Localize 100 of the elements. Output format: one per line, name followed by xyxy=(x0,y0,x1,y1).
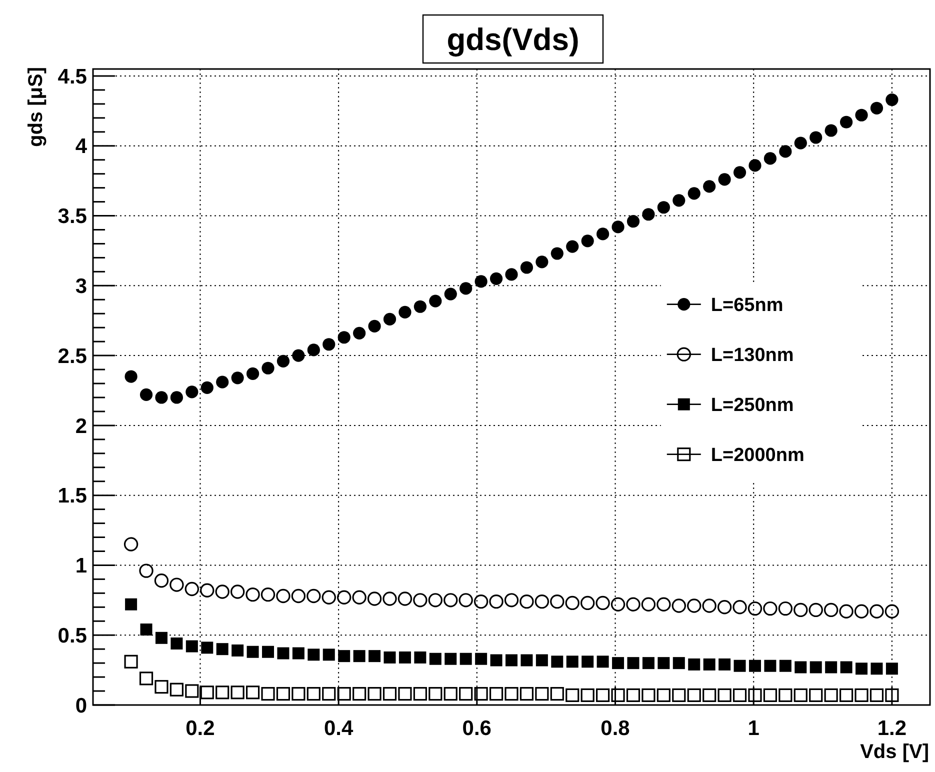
point xyxy=(565,596,580,610)
point xyxy=(717,600,732,614)
point xyxy=(444,687,458,701)
point xyxy=(124,370,138,383)
point xyxy=(489,687,504,701)
point xyxy=(794,661,807,674)
point xyxy=(215,584,230,599)
point xyxy=(170,637,183,650)
point xyxy=(444,652,457,665)
y-tick-label: 2 xyxy=(75,414,87,438)
x-tick-label: 1.2 xyxy=(877,717,907,740)
point xyxy=(886,662,898,675)
point xyxy=(398,592,412,606)
legend-label: L=2000nm xyxy=(710,444,804,466)
point xyxy=(809,688,823,702)
point xyxy=(322,648,335,661)
point xyxy=(688,658,700,670)
point xyxy=(139,564,154,578)
point xyxy=(764,660,776,672)
point xyxy=(884,604,900,618)
point xyxy=(276,354,290,368)
axis-tick: 4.5 xyxy=(58,65,115,88)
point xyxy=(658,657,670,670)
point xyxy=(854,604,869,618)
point xyxy=(474,687,488,701)
point xyxy=(504,593,519,608)
y-tick-label: 4.5 xyxy=(58,65,88,88)
point xyxy=(854,688,868,702)
point xyxy=(232,644,244,656)
point xyxy=(748,660,761,672)
point xyxy=(458,593,473,608)
point xyxy=(140,388,153,401)
point xyxy=(246,686,260,700)
point xyxy=(186,386,198,398)
point xyxy=(732,600,747,614)
point xyxy=(734,660,746,672)
point xyxy=(672,194,686,207)
point xyxy=(292,349,305,362)
point xyxy=(322,590,336,604)
axis-tick: 3 xyxy=(75,275,115,298)
y-tick-label: 1 xyxy=(75,554,88,578)
point xyxy=(536,654,548,666)
x-tick-label: 0.2 xyxy=(186,717,215,740)
point xyxy=(718,173,731,186)
point xyxy=(566,656,578,668)
point xyxy=(428,687,442,701)
point xyxy=(216,376,229,388)
point xyxy=(216,643,228,656)
point xyxy=(687,688,701,702)
point xyxy=(139,672,154,686)
point xyxy=(504,687,518,701)
point xyxy=(506,654,518,666)
point xyxy=(398,651,411,664)
point xyxy=(870,688,884,702)
point xyxy=(596,596,610,610)
point xyxy=(794,602,808,618)
point xyxy=(444,593,458,608)
point xyxy=(824,124,838,137)
point xyxy=(338,650,350,662)
x-tick-label: 1 xyxy=(748,717,760,740)
point xyxy=(611,688,625,702)
point xyxy=(246,367,260,380)
point xyxy=(337,590,352,604)
point xyxy=(140,624,152,636)
point xyxy=(642,208,655,221)
axis-tick: 4 xyxy=(75,135,115,158)
point xyxy=(170,578,184,592)
point xyxy=(885,688,899,702)
point xyxy=(246,646,259,658)
point xyxy=(748,159,762,172)
point xyxy=(582,656,594,668)
point xyxy=(154,573,169,588)
point xyxy=(580,596,595,610)
point xyxy=(779,660,792,672)
point xyxy=(794,136,807,150)
y-tick-label: 0.5 xyxy=(58,624,88,648)
axis-tick: 1.5 xyxy=(58,484,115,508)
point xyxy=(352,687,366,701)
point xyxy=(610,597,626,612)
y-tick-label: 2.5 xyxy=(58,344,88,368)
x-axis-title: Vds [V] xyxy=(860,741,929,763)
point xyxy=(382,592,397,606)
point xyxy=(368,687,382,701)
point xyxy=(642,657,654,670)
point xyxy=(308,648,320,661)
point xyxy=(612,220,624,234)
point xyxy=(870,662,883,675)
point xyxy=(840,661,852,674)
point xyxy=(398,687,412,701)
point xyxy=(732,688,747,702)
point xyxy=(718,658,731,670)
chart-title: gds(Vds) xyxy=(446,22,580,57)
point xyxy=(626,215,640,228)
point xyxy=(201,642,214,654)
point xyxy=(262,362,274,374)
point xyxy=(368,650,381,662)
point xyxy=(474,275,488,288)
point xyxy=(276,588,290,604)
point xyxy=(490,654,502,666)
y-tick-label: 1.5 xyxy=(58,484,88,508)
